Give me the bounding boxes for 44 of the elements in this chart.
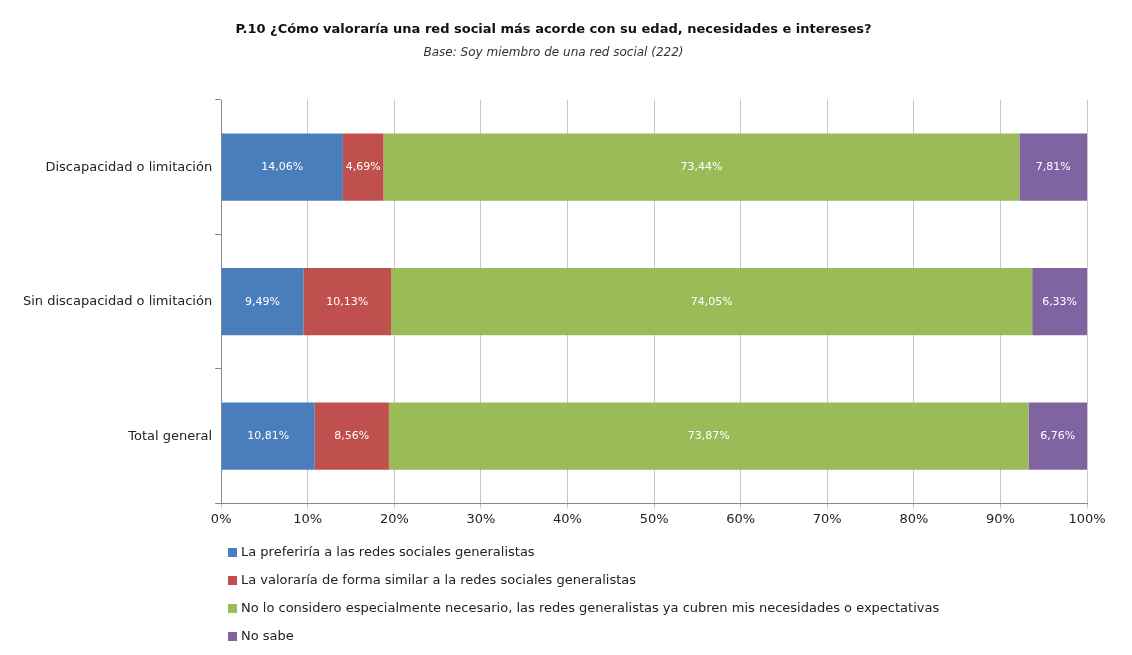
data-label: 4,69% bbox=[345, 160, 381, 174]
x-tick-label: 20% bbox=[379, 510, 409, 526]
data-label: 74,05% bbox=[690, 294, 733, 308]
x-tick-label: 100% bbox=[1068, 510, 1106, 526]
chart-subtitle: Base: Soy miembro de una red social (222) bbox=[423, 44, 684, 59]
chart-title: P.10 ¿Cómo valoraría una red social más acorde con su edad, necesidades e intereses? bbox=[235, 21, 872, 37]
x-tick-label: 80% bbox=[899, 510, 929, 526]
bar bbox=[314, 402, 389, 470]
bar bbox=[342, 133, 384, 201]
data-label: 14,06% bbox=[261, 160, 304, 174]
x-tick-label: 10% bbox=[293, 510, 323, 526]
y-tick-label: Sin discapacidad o limitación bbox=[22, 293, 213, 309]
bar bbox=[391, 268, 1033, 336]
data-label: 9,49% bbox=[245, 294, 280, 308]
bar bbox=[388, 402, 1029, 470]
data-label: 10,81% bbox=[247, 429, 290, 443]
bar bbox=[221, 133, 343, 201]
x-tick-label: 40% bbox=[553, 510, 582, 526]
bar bbox=[383, 133, 1020, 201]
y-tick-label: Total general bbox=[127, 427, 213, 443]
bar bbox=[1032, 268, 1087, 336]
x-tick-label: 90% bbox=[985, 510, 1015, 526]
bar bbox=[1028, 402, 1087, 470]
x-tick-label: 0% bbox=[210, 510, 232, 526]
data-label: 6,76% bbox=[1040, 429, 1076, 443]
legend-label: La preferiría a las redes sociales generalistas bbox=[241, 543, 535, 561]
x-tick-label: 70% bbox=[812, 510, 842, 526]
y-tick-label: Discapacidad o limitación bbox=[45, 158, 213, 174]
data-label: 7,81% bbox=[1035, 160, 1071, 174]
bar bbox=[221, 402, 315, 470]
legend-label: La valoraría de forma similar a la redes sociales generalistas bbox=[241, 571, 637, 589]
data-label: 10,13% bbox=[326, 294, 369, 308]
legend-label: No sabe bbox=[241, 627, 294, 645]
data-label: 73,44% bbox=[680, 160, 723, 174]
x-tick-label: 30% bbox=[466, 510, 496, 526]
x-tick-label: 50% bbox=[639, 510, 669, 526]
bar bbox=[1019, 133, 1087, 201]
bar bbox=[221, 268, 304, 336]
data-label: 8,56% bbox=[334, 429, 370, 443]
legend-label: No lo considero especialmente necesario, las redes generalistas ya cubren mis necesidades o expectativas bbox=[241, 599, 940, 617]
bar bbox=[303, 268, 392, 336]
x-tick-label: 60% bbox=[726, 510, 756, 526]
data-label: 73,87% bbox=[687, 429, 730, 443]
data-label: 6,33% bbox=[1042, 294, 1078, 308]
